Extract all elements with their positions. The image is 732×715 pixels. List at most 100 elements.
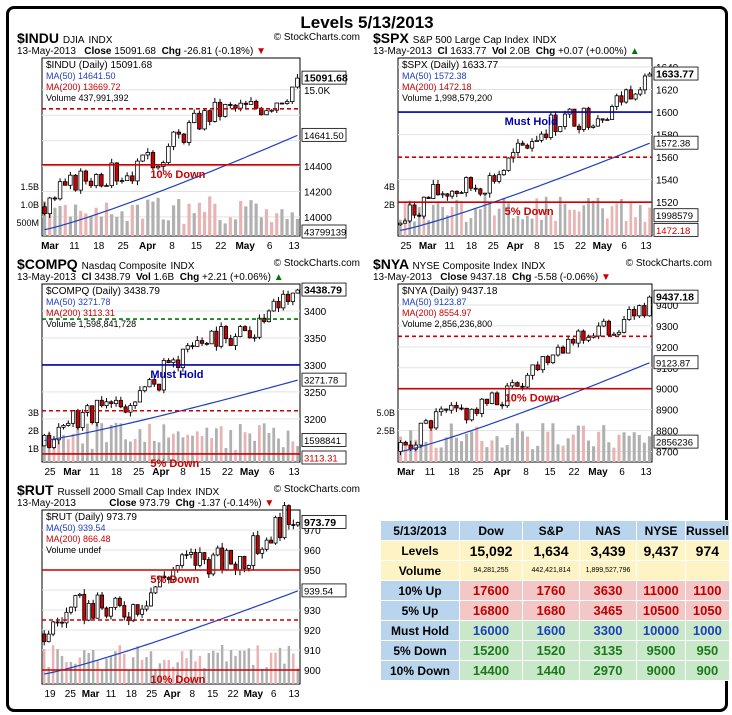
candle-body (61, 425, 66, 428)
compq-up-arrow-icon: ▲ (273, 272, 284, 283)
volume-bar (225, 661, 228, 684)
value-label-box (301, 450, 347, 465)
volume-bar (200, 436, 204, 462)
volume-bar (74, 663, 77, 684)
value-label-box (653, 135, 699, 150)
volume-bar (205, 427, 209, 462)
volume-bar (285, 219, 289, 236)
x-tick-label: 25 (146, 689, 158, 700)
table-corner-date: 5/13/2013 (380, 520, 460, 541)
volume-bar (47, 667, 50, 684)
volume-bar (51, 645, 55, 684)
candle-body (109, 162, 114, 186)
spx-name: S&P 500 Large Cap Index (412, 35, 529, 46)
value-label-box (301, 583, 347, 598)
volume-bar (620, 199, 623, 236)
candle-body (647, 73, 652, 77)
volume-bar (535, 198, 539, 236)
volume-bar (56, 649, 59, 684)
candle-body (290, 86, 295, 102)
candle-body (440, 193, 445, 196)
candle-body (642, 75, 647, 91)
volume-bar (185, 658, 188, 684)
candle-body (600, 118, 605, 121)
candle-body (621, 319, 627, 333)
candle-body (93, 174, 99, 187)
spx-vol-label: Vol (491, 46, 507, 57)
volume-bar (290, 212, 294, 236)
volume-bar (182, 223, 186, 236)
volume-bar (192, 213, 196, 236)
x-tick-label: 25 (472, 467, 484, 478)
candle-body (57, 181, 63, 200)
volume-bar (79, 210, 83, 236)
x-tick-label: 18 (126, 689, 138, 700)
volume-bar (124, 439, 127, 462)
x-tick-label: 22 (568, 467, 580, 478)
legend-entry: MA(50) 9123.87 (402, 297, 467, 307)
volume-bar (87, 653, 90, 684)
candle-body (243, 102, 249, 105)
candle-body (412, 204, 417, 216)
candle-body (193, 551, 198, 566)
candle-body (56, 426, 61, 441)
volume-bar (597, 431, 601, 462)
candle-body (215, 547, 220, 556)
level-row: 10% Down 14400 1440 2970 9000 900 (380, 660, 730, 681)
volume-bar (208, 196, 212, 236)
x-tick-label: May (240, 467, 260, 478)
candle-body (197, 552, 202, 566)
y-tick-label: 950 (304, 566, 321, 577)
volume-bar (455, 199, 459, 236)
volume-bar (146, 199, 150, 236)
volume-bar (483, 196, 487, 236)
y-tick-label: 14400 (304, 162, 332, 173)
x-tick-label: 6 (271, 689, 277, 700)
x-tick-label: 18 (93, 241, 105, 252)
candle-body (190, 345, 195, 348)
candle-body (642, 305, 647, 317)
indu-symbol: $INDU (17, 30, 60, 46)
volume-bar (549, 214, 553, 236)
volume-bar (556, 444, 560, 462)
level-row: 5% Up 16800 1680 3465 10500 1050 (380, 600, 730, 621)
x-tick-label: 11 (106, 689, 117, 700)
candle-body (247, 330, 252, 339)
candle-body (535, 364, 540, 371)
row-label: Volume (380, 560, 460, 581)
y-tick-label: 9000 (656, 385, 679, 396)
volume-bar (224, 448, 228, 462)
candle-body (162, 575, 167, 579)
volume-bar (413, 221, 416, 236)
volume-bar (154, 669, 157, 684)
volume-bar (286, 430, 290, 462)
candle-body (52, 197, 58, 200)
candle-body (140, 154, 145, 162)
volume-bar (135, 204, 140, 236)
candle-body (70, 410, 76, 424)
volume-bar (601, 208, 604, 236)
candle-body (242, 555, 247, 569)
table-cell (636, 560, 686, 581)
candle-body (530, 141, 535, 149)
y-tick-label: 9400 (656, 301, 679, 312)
volume-bar (269, 652, 273, 684)
value-label: 1572.38 (656, 139, 690, 150)
ma50-line (44, 134, 298, 231)
volume-bar (536, 445, 540, 462)
value-label-box (653, 66, 699, 81)
x-tick-label: 19 (44, 689, 56, 700)
candle-body (242, 326, 248, 332)
table-cell: 14400 (459, 660, 523, 681)
candle-body (606, 320, 611, 336)
candle-body (228, 338, 233, 346)
x-tick-label: 25 (133, 467, 145, 478)
volume-bar (459, 441, 464, 462)
volume-bar (265, 667, 268, 684)
candle-body (117, 597, 122, 606)
candle-body (114, 162, 120, 182)
level-line-label: 10% Down (150, 169, 205, 181)
value-label: 939.54 (304, 586, 333, 597)
volume-bar (254, 203, 258, 236)
